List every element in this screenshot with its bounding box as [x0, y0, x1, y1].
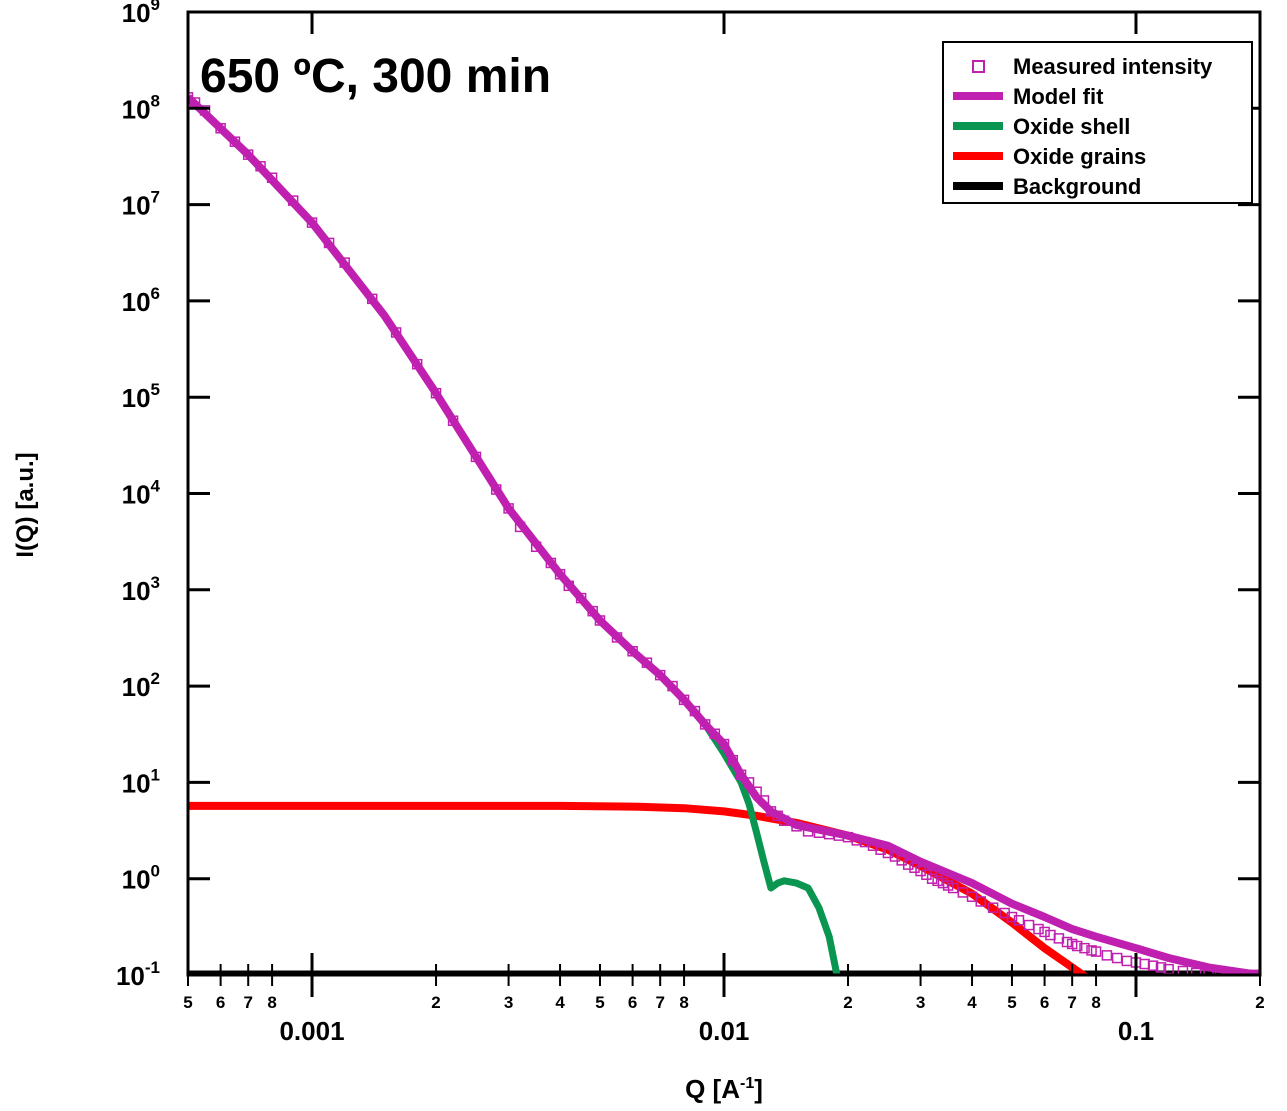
y-tick-label-7: 106	[122, 284, 160, 317]
series-line-oxide-shell	[188, 94, 841, 975]
legend-label-oxide-shell: Oxide shell	[1013, 114, 1130, 139]
y-tick-base: 10	[122, 383, 151, 413]
y-tick-base: 10	[122, 768, 151, 798]
legend-label-oxide-grains: Oxide grains	[1013, 144, 1146, 169]
x-minor-label-18: 2	[1255, 993, 1264, 1012]
series-measured-intensity	[188, 92, 1260, 975]
data-point	[987, 902, 999, 913]
y-tick-base: 10	[122, 865, 151, 895]
data-point	[1013, 915, 1025, 926]
y-tick-exp: 3	[151, 573, 160, 592]
legend-label-measured-intensity: Measured intensity	[1013, 54, 1213, 79]
y-tick-base: 10	[122, 191, 151, 221]
legend: Measured intensity Model fit Oxide shell Ox…	[942, 41, 1253, 204]
x-minor-label-5: 3	[504, 993, 513, 1012]
y-tick-label-9: 108	[122, 91, 160, 124]
y-tick-base: 10	[122, 287, 151, 317]
data-point	[915, 865, 926, 877]
data-point	[1177, 965, 1189, 975]
data-point	[926, 873, 938, 884]
y-tick-base: 10	[122, 576, 151, 606]
x-major-label-1: 0.01	[699, 1016, 750, 1046]
x-axis-label-sup: -1	[740, 1075, 754, 1092]
x-major-label-2: 0.1	[1118, 1016, 1154, 1046]
y-axis-label: I(Q) [a.u.]	[12, 452, 39, 557]
y-tick-label-4: 103	[122, 573, 160, 606]
y-tick-exp: 5	[151, 380, 160, 399]
y-tick-label-8: 107	[122, 188, 160, 221]
legend-label-model-fit: Model fit	[1013, 84, 1104, 109]
chart-annotation: 650 ºC, 300 min	[200, 50, 551, 103]
x-minor-label-6: 4	[555, 993, 565, 1012]
y-tick-exp: 1	[151, 765, 160, 784]
y-tick-label-10: 109	[122, 0, 160, 28]
legend-label-background: Background	[1013, 174, 1141, 199]
y-tick-label-2: 101	[122, 765, 160, 798]
x-minor-label-13: 4	[967, 993, 977, 1012]
x-axis-label: Q [A-1]	[685, 1074, 763, 1104]
x-minor-label-9: 7	[655, 993, 664, 1012]
y-tick-label-1: 100	[122, 862, 160, 895]
series-line-oxide-grains	[188, 801, 1090, 975]
x-minor-label-1: 6	[216, 993, 225, 1012]
x-minor-label-0: 5	[183, 993, 192, 1012]
data-point	[1039, 926, 1050, 938]
data-point	[1121, 955, 1133, 967]
y-tick-exp: 8	[151, 91, 160, 110]
data-point	[1033, 923, 1044, 935]
x-minor-label-7: 5	[595, 993, 604, 1012]
legend-swatch-measured-intensity	[972, 60, 985, 73]
x-minor-label-10: 8	[679, 993, 688, 1012]
data-point	[1111, 952, 1123, 964]
x-major-label-0: 0.001	[279, 1016, 344, 1046]
y-tick-base: 10	[122, 94, 151, 124]
x-minor-label-17: 8	[1091, 993, 1100, 1012]
y-tick-exp: 0	[151, 862, 160, 881]
y-tick-exp: 6	[151, 284, 160, 303]
data-point	[1053, 933, 1065, 944]
x-axis-label-tail: ]	[754, 1074, 763, 1104]
data-point	[1006, 911, 1018, 923]
x-minor-label-15: 6	[1040, 993, 1049, 1012]
data-point	[1147, 960, 1159, 971]
data-point	[1090, 946, 1102, 957]
data-point	[909, 862, 920, 873]
y-tick-exp: 2	[151, 669, 160, 688]
data-point	[902, 859, 914, 870]
data-point	[1023, 919, 1035, 931]
y-tick-exp: 7	[151, 188, 160, 207]
series-line-model-fit	[188, 94, 1260, 975]
y-tick-base: 10	[122, 0, 151, 28]
data-point	[975, 896, 987, 907]
y-tick-base: 10	[122, 672, 151, 702]
data-point	[1101, 950, 1113, 961]
x-minor-label-12: 3	[916, 993, 925, 1012]
y-tick-exp: 9	[151, 0, 160, 14]
data-point	[932, 875, 943, 887]
y-tick-label-6: 105	[122, 380, 160, 413]
y-tick-label-5: 104	[122, 477, 161, 510]
y-tick-base: 10	[122, 480, 151, 510]
y-tick-exp: -1	[145, 958, 160, 977]
data-point	[1155, 962, 1167, 973]
y-tick-label-3: 102	[122, 669, 160, 702]
x-minor-label-11: 2	[843, 993, 852, 1012]
y-tick-label-0: 10-1	[116, 958, 160, 991]
x-minor-label-14: 5	[1007, 993, 1016, 1012]
data-point	[1079, 942, 1090, 954]
x-minor-label-8: 6	[628, 993, 637, 1012]
x-axis-label-main: Q [A	[685, 1074, 740, 1104]
data-point	[1071, 940, 1083, 952]
x-minor-label-4: 2	[431, 993, 440, 1012]
data-point	[1045, 929, 1056, 941]
x-minor-label-3: 8	[267, 993, 276, 1012]
y-tick-base: 10	[116, 961, 145, 991]
y-tick-exp: 4	[151, 477, 161, 496]
x-minor-label-2: 7	[243, 993, 252, 1012]
x-minor-label-16: 7	[1067, 993, 1076, 1012]
